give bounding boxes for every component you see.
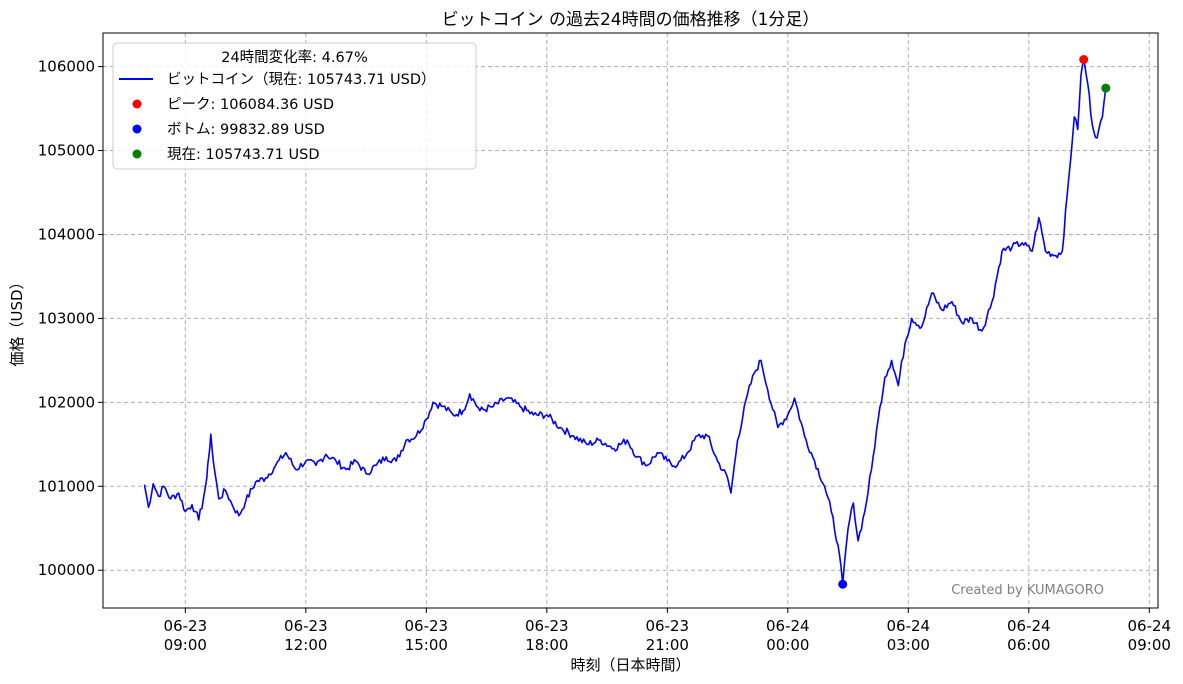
x-tick-label: 06-23 bbox=[525, 617, 569, 635]
x-tick-label: 09:00 bbox=[164, 636, 207, 654]
legend-entry-label: 現在: 105743.71 USD bbox=[167, 146, 320, 163]
legend-entry-label: ボトム: 99832.89 USD bbox=[167, 121, 325, 138]
watermark: Created by KUMAGORO bbox=[951, 583, 1104, 598]
legend-entry-label: ビットコイン（現在: 105743.71 USD） bbox=[167, 71, 436, 88]
x-tick-label: 03:00 bbox=[887, 636, 930, 654]
legend-box bbox=[112, 42, 477, 170]
plot-frame bbox=[102, 32, 1159, 609]
current-marker bbox=[1101, 83, 1111, 93]
y-tick-label: 102000 bbox=[38, 393, 95, 411]
x-tick-label: 06-24 bbox=[1128, 617, 1172, 635]
x-tick-label: 12:00 bbox=[284, 636, 327, 654]
y-tick-label: 105000 bbox=[38, 142, 95, 160]
plot-area bbox=[143, 54, 1111, 589]
legend-point-swatch bbox=[132, 99, 142, 109]
x-axis-label: 時刻（日本時間） bbox=[570, 656, 690, 674]
x-tick-label: 06-24 bbox=[766, 617, 810, 635]
x-axis-ticks: 06-2309:0006-2312:0006-2315:0006-2318:00… bbox=[164, 608, 1172, 654]
legend-point-swatch bbox=[132, 124, 142, 134]
price-series-line bbox=[143, 58, 1107, 585]
x-tick-label: 06-23 bbox=[164, 617, 208, 635]
x-tick-label: 00:00 bbox=[766, 636, 809, 654]
x-tick-label: 06-23 bbox=[284, 617, 328, 635]
y-tick-label: 106000 bbox=[38, 58, 95, 76]
x-tick-label: 09:00 bbox=[1128, 636, 1171, 654]
legend-point-swatch bbox=[132, 149, 142, 159]
x-tick-label: 18:00 bbox=[525, 636, 568, 654]
y-tick-label: 101000 bbox=[38, 477, 95, 495]
x-tick-label: 06-23 bbox=[405, 617, 449, 635]
peak-marker bbox=[1079, 54, 1089, 64]
legend-title: 24時間変化率: 4.67% bbox=[221, 49, 368, 66]
bottom-marker bbox=[838, 579, 848, 589]
legend-entry-label: ピーク: 106084.36 USD bbox=[167, 96, 334, 113]
y-tick-label: 100000 bbox=[38, 561, 95, 579]
x-tick-label: 06-23 bbox=[646, 617, 690, 635]
y-tick-label: 103000 bbox=[38, 309, 95, 327]
x-tick-label: 06-24 bbox=[887, 617, 931, 635]
y-tick-label: 104000 bbox=[38, 225, 95, 243]
legend: 24時間変化率: 4.67% ビットコイン（現在: 105743.71 USD） ピ… bbox=[112, 42, 477, 170]
y-axis-label: 価格（USD） bbox=[8, 274, 26, 366]
chart-title: ビットコイン の過去24時間の価格推移（1分足） bbox=[442, 10, 820, 30]
x-tick-label: 21:00 bbox=[646, 636, 689, 654]
x-tick-label: 15:00 bbox=[405, 636, 448, 654]
x-tick-label: 06:00 bbox=[1007, 636, 1050, 654]
x-tick-label: 06-24 bbox=[1007, 617, 1051, 635]
y-axis-ticks: 100000 101000 102000 103000 104000 105000 1060… bbox=[38, 58, 103, 579]
